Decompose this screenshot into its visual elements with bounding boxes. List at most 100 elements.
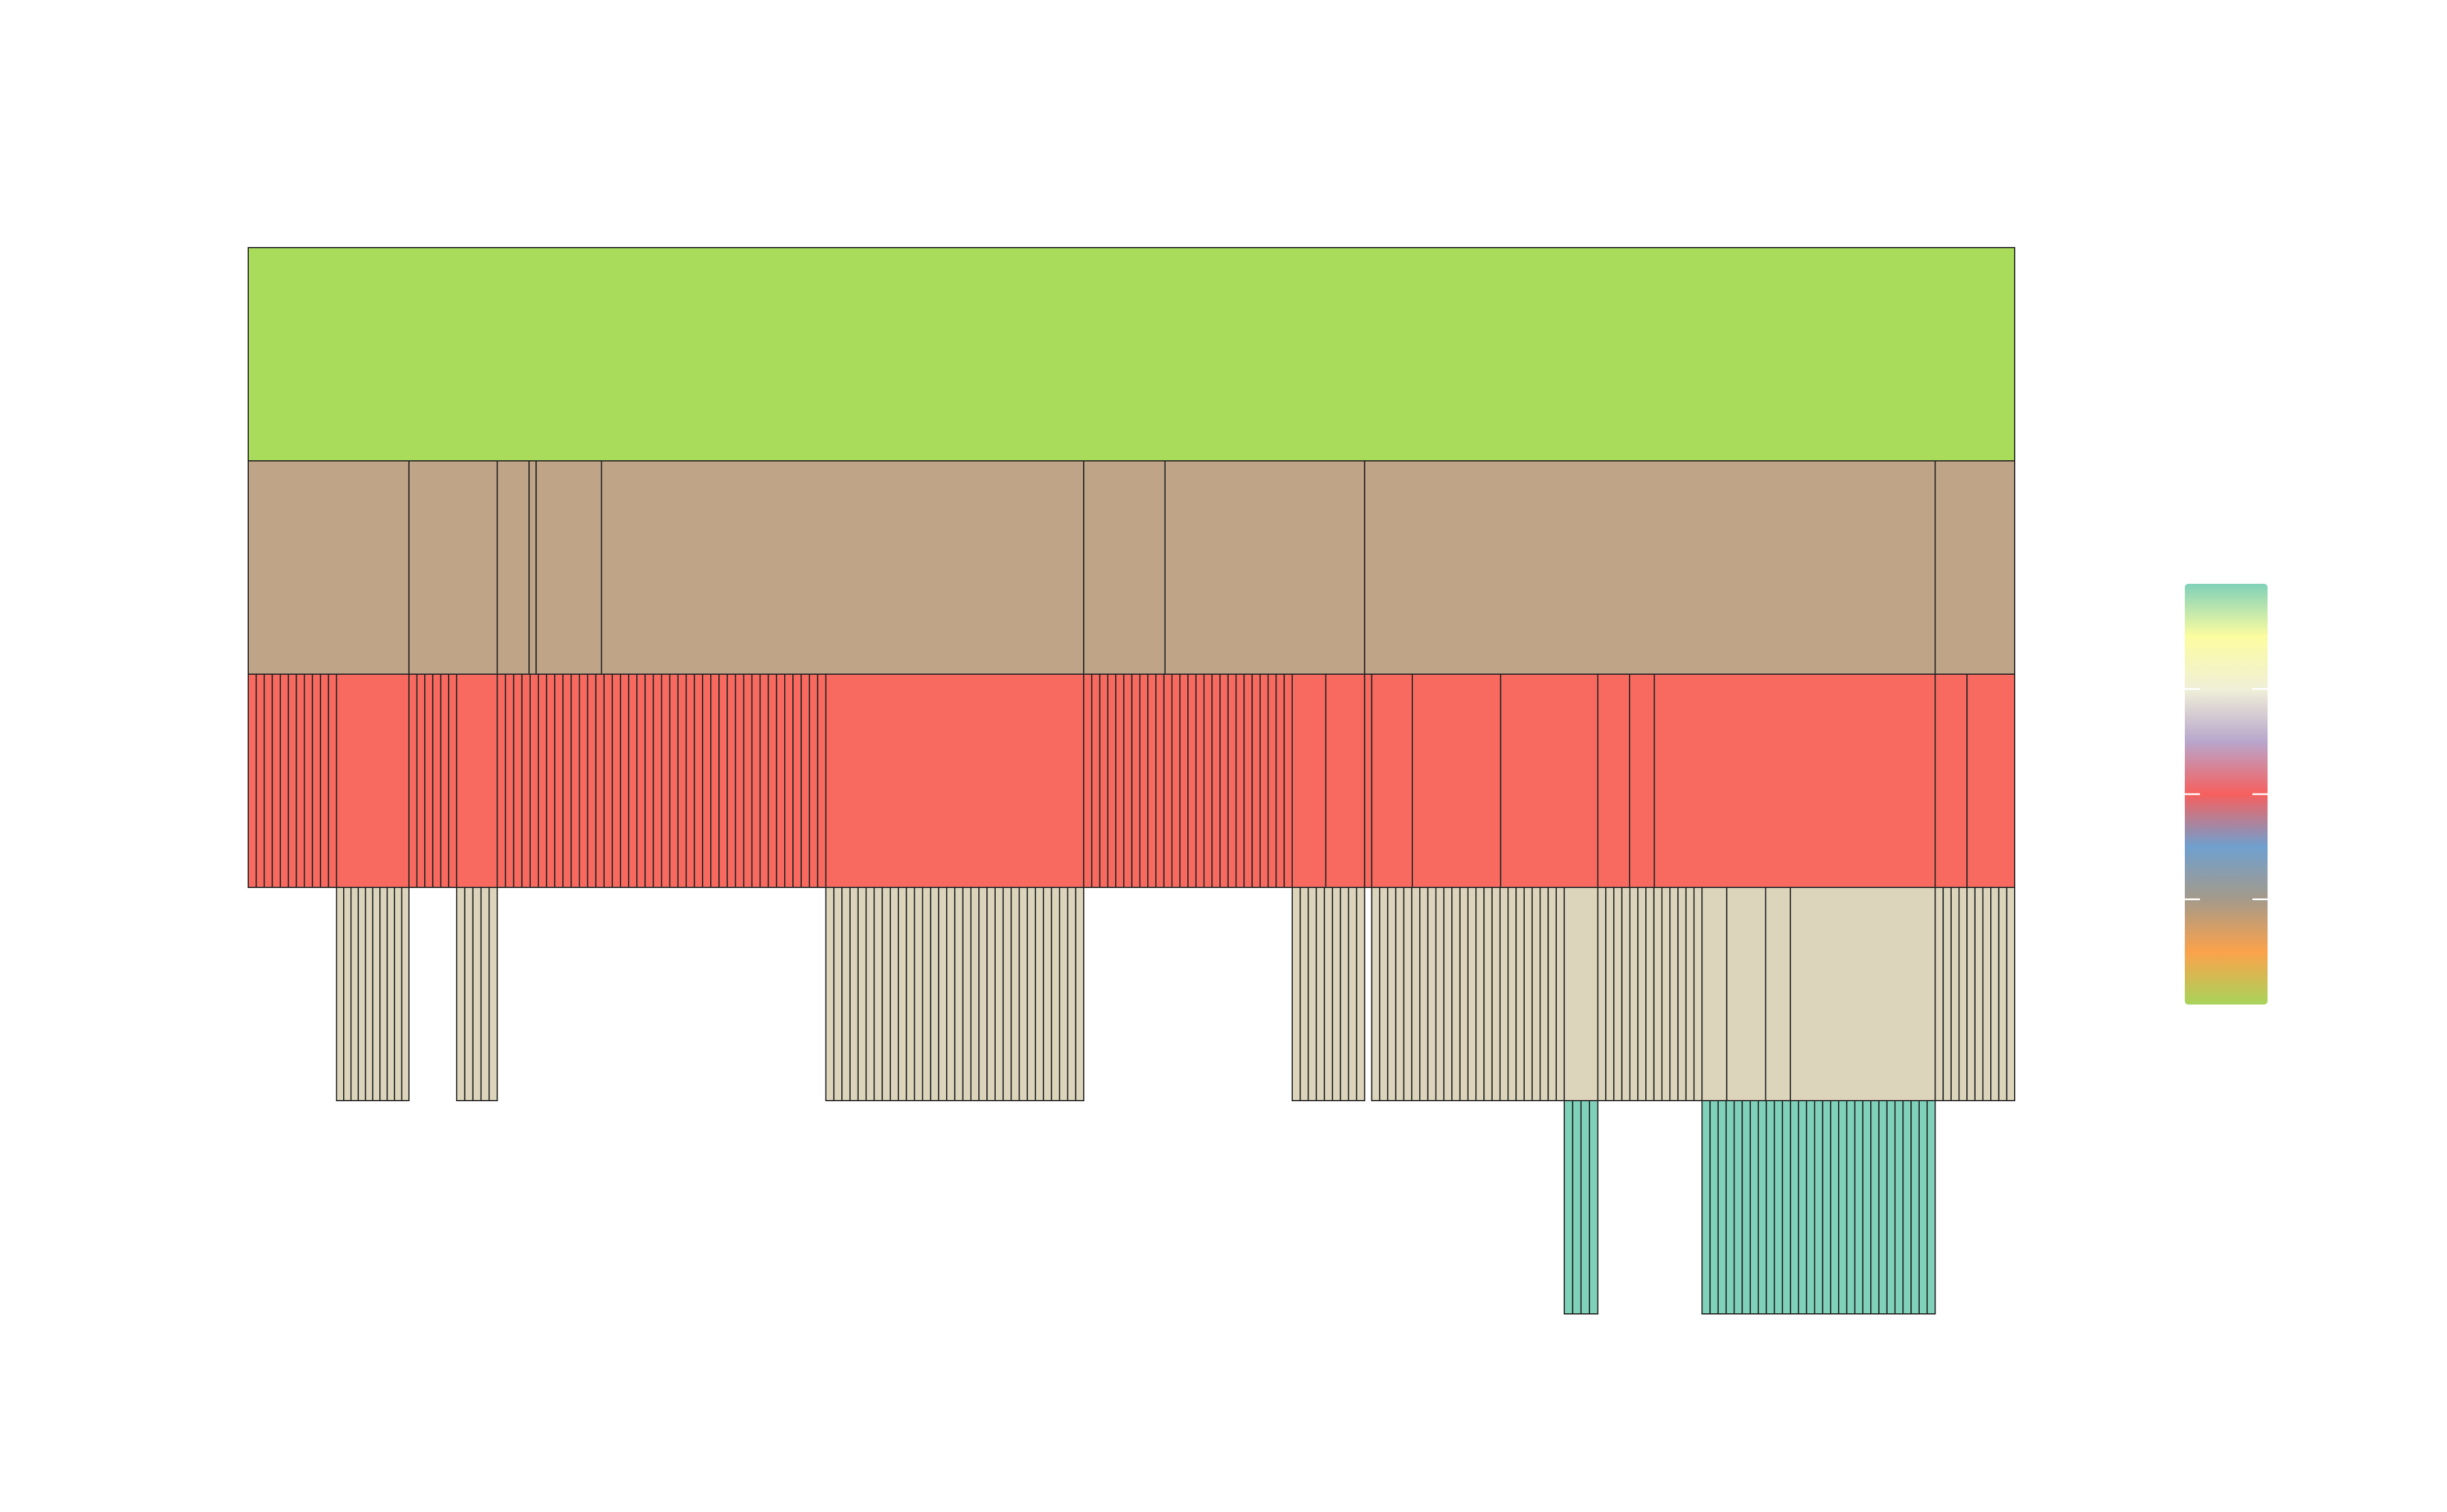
icicle-cell-level-2[interactable]	[817, 674, 827, 888]
icicle-cell-level-3[interactable]	[954, 887, 964, 1101]
icicle-cell-level-1[interactable]	[1934, 460, 2016, 675]
icicle-cell-level-1[interactable]	[496, 460, 530, 675]
icicle-cell-level-2[interactable]	[272, 674, 281, 888]
icicle-cell-level-2[interactable]	[1139, 674, 1149, 888]
icicle-cell-level-2[interactable]	[505, 674, 514, 888]
icicle-cell-level-2[interactable]	[595, 674, 605, 888]
icicle-cell-level-3[interactable]	[1974, 887, 1984, 1101]
icicle-cell-level-3[interactable]	[1050, 887, 1060, 1101]
icicle-cell-level-4[interactable]	[1902, 1100, 1912, 1314]
icicle-cell-level-4[interactable]	[1886, 1100, 1896, 1314]
icicle-cell-level-4[interactable]	[1790, 1100, 1799, 1314]
icicle-cell-level-2[interactable]	[295, 674, 305, 888]
icicle-cell-level-2[interactable]	[767, 674, 777, 888]
icicle-cell-level-3[interactable]	[1669, 887, 1679, 1101]
icicle-cell-level-3[interactable]	[825, 887, 835, 1101]
icicle-cell-level-3[interactable]	[882, 887, 891, 1101]
icicle-cell-level-4[interactable]	[1822, 1100, 1832, 1314]
icicle-cell-level-3[interactable]	[1299, 887, 1309, 1101]
icicle-cell-level-3[interactable]	[1982, 887, 1992, 1101]
icicle-cell-level-3[interactable]	[365, 887, 373, 1101]
icicle-cell-level-3[interactable]	[841, 887, 851, 1101]
icicle-cell-level-3[interactable]	[1002, 887, 1012, 1101]
icicle-cell-level-2[interactable]	[792, 674, 802, 888]
icicle-cell-level-2[interactable]	[759, 674, 769, 888]
icicle-cell-level-1[interactable]	[535, 460, 602, 675]
icicle-cell-level-2[interactable]	[562, 674, 572, 888]
icicle-cell-level-2[interactable]	[554, 674, 564, 888]
icicle-cell-level-4[interactable]	[1894, 1100, 1904, 1314]
icicle-cell-level-2[interactable]	[312, 674, 322, 888]
icicle-cell-level-3[interactable]	[401, 887, 410, 1101]
icicle-cell-level-3[interactable]	[890, 887, 899, 1101]
icicle-cell-level-3[interactable]	[1685, 887, 1695, 1101]
icicle-cell-level-2[interactable]	[1179, 674, 1189, 888]
icicle-cell-level-4[interactable]	[1797, 1100, 1807, 1314]
icicle-cell-level-3[interactable]	[1677, 887, 1687, 1101]
icicle-cell-level-3[interactable]	[1459, 887, 1469, 1101]
icicle-cell-level-3[interactable]	[1637, 887, 1647, 1101]
icicle-cell-level-4[interactable]	[1589, 1100, 1599, 1314]
icicle-cell-level-4[interactable]	[1918, 1100, 1928, 1314]
icicle-cell-level-3[interactable]	[1427, 887, 1437, 1101]
icicle-cell-level-3[interactable]	[1331, 887, 1341, 1101]
icicle-cell-level-3[interactable]	[1491, 887, 1501, 1101]
icicle-cell-level-2[interactable]	[1187, 674, 1197, 888]
icicle-cell-level-4[interactable]	[1830, 1100, 1839, 1314]
icicle-cell-level-3[interactable]	[1451, 887, 1461, 1101]
icicle-cell-level-3[interactable]	[1966, 887, 1976, 1101]
icicle-cell-level-2[interactable]	[1155, 674, 1165, 888]
icicle-cell-level-3[interactable]	[1443, 887, 1453, 1101]
icicle-cell-level-3[interactable]	[1419, 887, 1429, 1101]
icicle-cell-level-2[interactable]	[1107, 674, 1117, 888]
icicle-cell-level-4[interactable]	[1572, 1100, 1582, 1314]
icicle-cell-level-4[interactable]	[1741, 1100, 1751, 1314]
icicle-cell-level-3[interactable]	[905, 887, 915, 1101]
icicle-cell-level-3[interactable]	[1467, 887, 1477, 1101]
icicle-cell-level-3[interactable]	[1075, 887, 1085, 1101]
icicle-cell-level-3[interactable]	[849, 887, 859, 1101]
icicle-cell-level-1[interactable]	[528, 460, 537, 675]
icicle-cell-level-2[interactable]	[1412, 674, 1501, 888]
icicle-cell-level-2[interactable]	[751, 674, 761, 888]
icicle-cell-level-4[interactable]	[1782, 1100, 1792, 1314]
icicle-cell-level-2[interactable]	[743, 674, 753, 888]
icicle-cell-level-2[interactable]	[784, 674, 794, 888]
icicle-cell-level-2[interactable]	[727, 674, 736, 888]
icicle-cell-level-2[interactable]	[685, 674, 695, 888]
icicle-cell-level-2[interactable]	[1259, 674, 1269, 888]
icicle-cell-level-4[interactable]	[1910, 1100, 1920, 1314]
icicle-cell-level-4[interactable]	[1806, 1100, 1815, 1314]
icicle-cell-level-2[interactable]	[825, 674, 1085, 888]
icicle-cell-level-2[interactable]	[280, 674, 289, 888]
icicle-cell-level-3[interactable]	[914, 887, 923, 1101]
icicle-cell-level-2[interactable]	[1597, 674, 1631, 888]
icicle-cell-level-3[interactable]	[357, 887, 366, 1101]
icicle-cell-level-1[interactable]	[408, 460, 498, 675]
icicle-cell-level-4[interactable]	[1926, 1100, 1936, 1314]
icicle-cell-level-2[interactable]	[1325, 674, 1366, 888]
icicle-cell-level-3[interactable]	[1693, 887, 1703, 1101]
icicle-cell-level-1[interactable]	[1083, 460, 1166, 675]
icicle-cell-level-3[interactable]	[379, 887, 388, 1101]
icicle-cell-level-2[interactable]	[1211, 674, 1221, 888]
icicle-cell-level-3[interactable]	[1499, 887, 1509, 1101]
icicle-cell-level-3[interactable]	[1307, 887, 1317, 1101]
icicle-cell-level-2[interactable]	[1115, 674, 1124, 888]
icicle-cell-level-3[interactable]	[1556, 887, 1565, 1101]
icicle-cell-level-4[interactable]	[1701, 1100, 1711, 1314]
icicle-cell-level-3[interactable]	[857, 887, 867, 1101]
icicle-cell-level-3[interactable]	[1387, 887, 1397, 1101]
icicle-cell-level-2[interactable]	[1371, 674, 1413, 888]
icicle-cell-level-3[interactable]	[833, 887, 843, 1101]
icicle-cell-level-2[interactable]	[1219, 674, 1229, 888]
icicle-cell-level-4[interactable]	[1862, 1100, 1872, 1314]
icicle-cell-level-4[interactable]	[1838, 1100, 1847, 1314]
icicle-cell-level-2[interactable]	[644, 674, 654, 888]
icicle-cell-level-4[interactable]	[1870, 1100, 1880, 1314]
icicle-cell-level-2[interactable]	[1091, 674, 1101, 888]
icicle-cell-level-3[interactable]	[1563, 887, 1599, 1101]
icicle-cell-level-3[interactable]	[343, 887, 352, 1101]
icicle-cell-level-2[interactable]	[701, 674, 712, 888]
icicle-cell-level-2[interactable]	[677, 674, 687, 888]
